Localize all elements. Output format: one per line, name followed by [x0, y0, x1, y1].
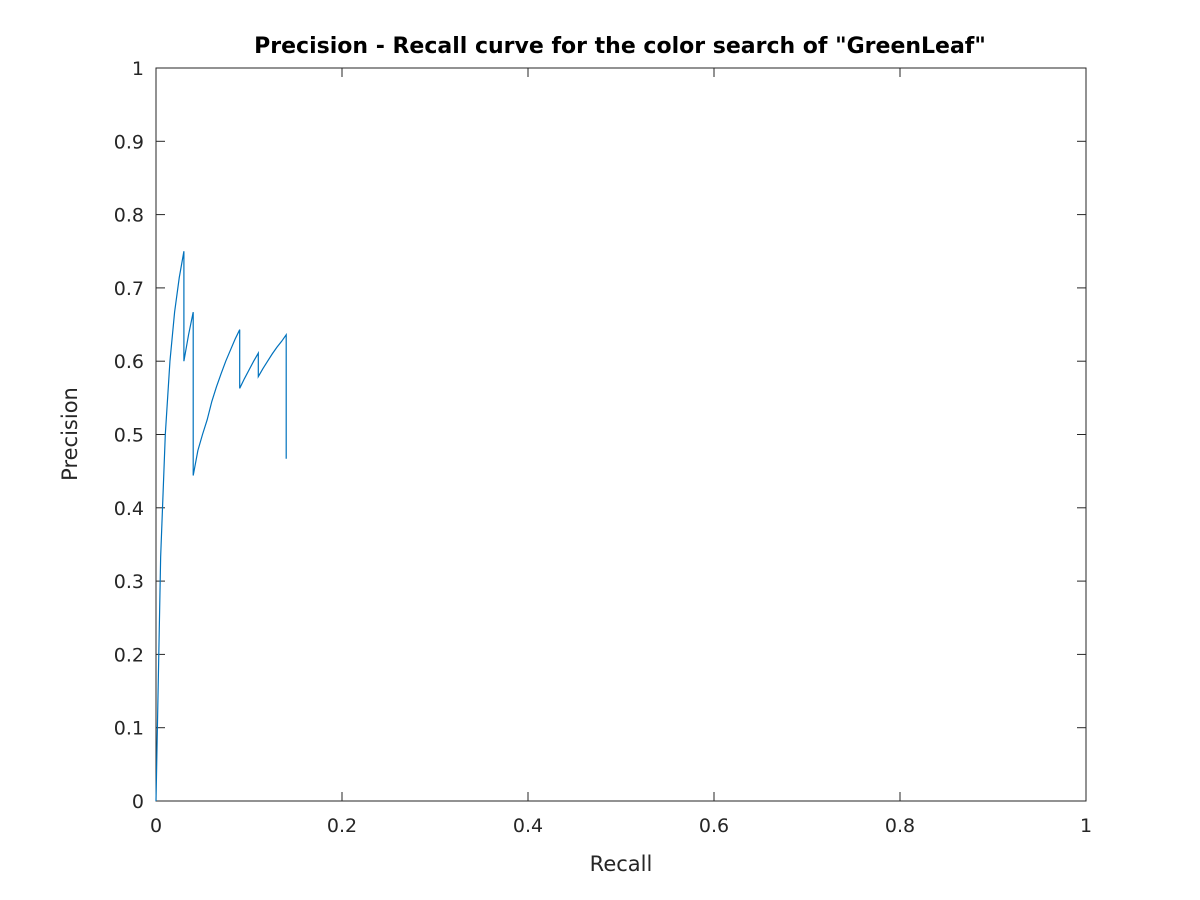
y-tick-label: 0.5	[114, 425, 144, 447]
y-tick-label: 1	[132, 58, 144, 80]
y-tick-label: 0.7	[114, 278, 144, 300]
y-tick-label: 0.8	[114, 205, 144, 227]
y-axis-ticks: 0 0.1 0.2 0.3 0.4 0.5 0.6 0.7 0.8 0.9 1	[114, 58, 1086, 813]
y-tick-label: 0.1	[114, 718, 144, 740]
y-tick-label: 0.6	[114, 351, 144, 373]
y-tick-label: 0.9	[114, 131, 144, 153]
y-tick-label: 0.3	[114, 571, 144, 593]
x-axis-ticks: 0 0.2 0.4 0.6 0.8 1	[150, 68, 1092, 837]
y-tick-label: 0	[132, 791, 144, 813]
x-axis-label: Recall	[590, 852, 653, 876]
y-tick-label: 0.2	[114, 644, 144, 666]
y-axis-label: Precision	[58, 387, 82, 481]
precision-recall-line	[155, 251, 287, 802]
x-tick-label: 0.2	[327, 815, 357, 837]
x-tick-label: 0.4	[513, 815, 543, 837]
chart-title: Precision - Recall curve for the color s…	[254, 34, 986, 59]
x-tick-label: 0.6	[699, 815, 729, 837]
plot-area	[155, 67, 1087, 802]
x-tick-label: 0.8	[885, 815, 915, 837]
series-layer	[155, 251, 287, 802]
x-tick-label: 0	[150, 815, 162, 837]
y-tick-label: 0.4	[114, 498, 144, 520]
x-tick-label: 1	[1080, 815, 1092, 837]
